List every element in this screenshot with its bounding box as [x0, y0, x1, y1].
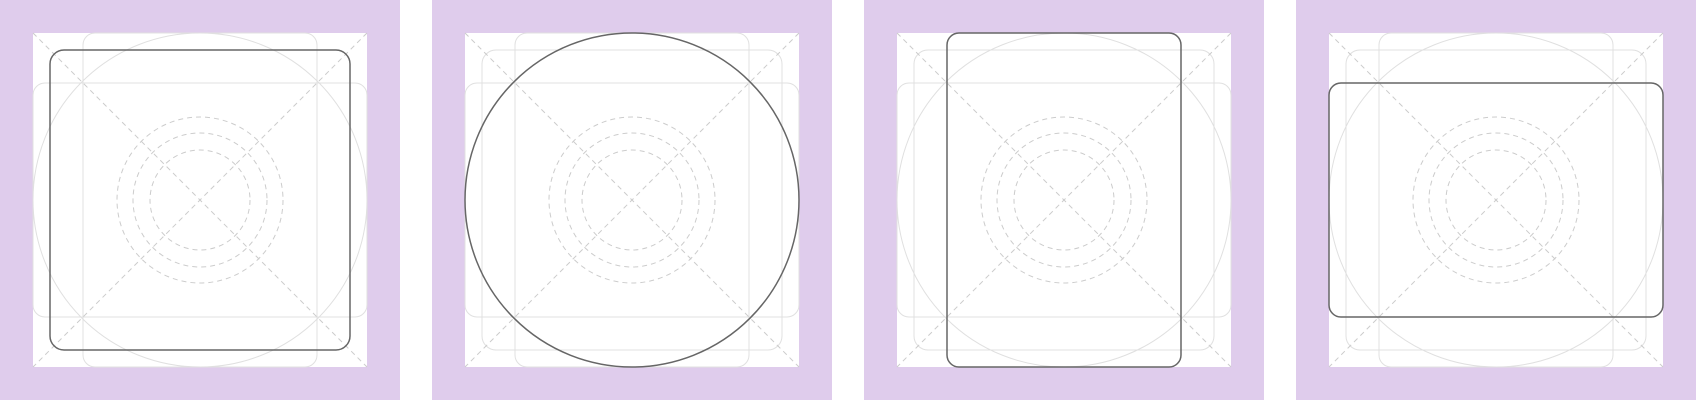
keyline-grid — [432, 0, 832, 400]
guide-lines — [1328, 32, 1664, 368]
keyline-portrait-rect — [82, 32, 318, 368]
diagonal-guide — [1328, 32, 1664, 368]
guide-circle-inner — [149, 149, 251, 251]
guide-lines — [464, 32, 800, 368]
guide-circle-middle — [1428, 132, 1564, 268]
guide-circle-outer — [548, 116, 716, 284]
keyline-panel-portrait — [864, 0, 1264, 400]
guide-circle-inner — [1013, 149, 1115, 251]
keyline-rounded-square — [481, 49, 783, 351]
guide-lines — [896, 32, 1232, 368]
highlighted-rounded-square — [49, 49, 351, 351]
guide-circle-inner — [581, 149, 683, 251]
keyline-grid — [864, 0, 1264, 400]
keyline-panel-square — [0, 0, 400, 400]
keyline-rounded-square — [913, 49, 1215, 351]
highlighted-vertical-rectangle — [946, 32, 1182, 368]
keyline-panel-landscape — [1296, 0, 1696, 400]
keyline-landscape-rect — [896, 82, 1232, 318]
diagonal-guide — [896, 32, 1232, 368]
guide-circle-middle — [132, 132, 268, 268]
guide-circle-inner — [1445, 149, 1547, 251]
diagonal-guide — [464, 32, 800, 368]
keyline-landscape-rect — [32, 82, 368, 318]
highlighted-horizontal-rectangle — [1328, 82, 1664, 318]
highlighted-circle — [464, 32, 800, 368]
guide-circle-middle — [564, 132, 700, 268]
keyline-panel-circle — [432, 0, 832, 400]
keyline-portrait-rect — [1378, 32, 1614, 368]
keyline-grid — [1296, 0, 1696, 400]
guide-circle-middle — [996, 132, 1132, 268]
keyline-grid — [0, 0, 400, 400]
diagonal-guide — [32, 32, 368, 368]
keyline-rounded-square — [1345, 49, 1647, 351]
guide-circle-outer — [116, 116, 284, 284]
guide-circle-outer — [1412, 116, 1580, 284]
guide-circle-outer — [980, 116, 1148, 284]
guide-lines — [32, 32, 368, 368]
